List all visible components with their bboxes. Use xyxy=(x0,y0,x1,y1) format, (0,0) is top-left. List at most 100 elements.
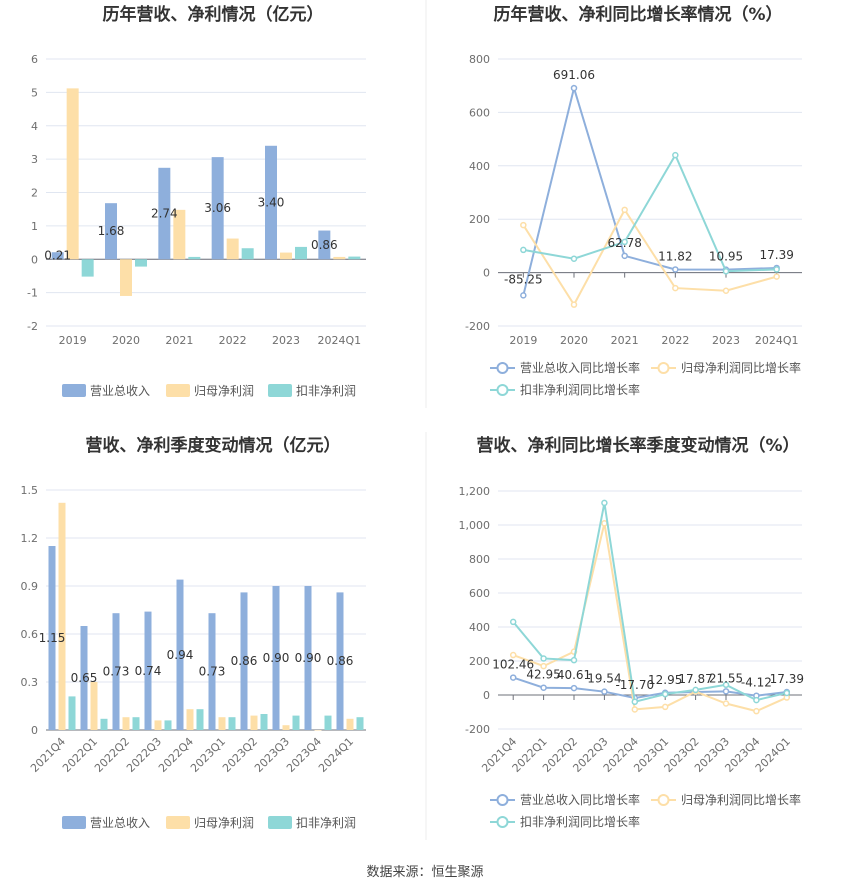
legend-marker xyxy=(496,794,509,806)
bar-deducted-profit xyxy=(348,256,361,260)
bar-revenue xyxy=(211,157,224,260)
y-tick-label: 1.5 xyxy=(21,484,39,497)
x-tick-label: 2021 xyxy=(165,334,193,347)
data-point xyxy=(601,499,608,507)
legend-label: 营业总收入 xyxy=(90,384,150,398)
data-point xyxy=(520,221,527,229)
legend-marker xyxy=(496,384,509,396)
data-point xyxy=(753,707,760,715)
bar-revenue xyxy=(240,592,248,730)
data-label: 11.82 xyxy=(658,249,692,263)
bar-deducted-profit xyxy=(81,259,94,277)
data-point xyxy=(722,287,730,295)
data-label: 19.54 xyxy=(587,672,621,686)
data-point xyxy=(722,268,730,275)
y-tick-label: 400 xyxy=(469,621,490,634)
x-tick-label: 2024Q1 xyxy=(316,735,356,775)
series-line-deducted-profit-growth xyxy=(523,152,777,273)
legend-label: 归母净利润 xyxy=(194,816,254,830)
legend-swatch xyxy=(62,816,86,829)
bar-deducted-profit xyxy=(324,715,332,730)
bar-deducted-profit xyxy=(241,248,254,260)
legend-marker xyxy=(657,794,670,806)
data-label: 1.68 xyxy=(98,224,125,238)
bar-revenue xyxy=(272,586,280,730)
data-label: 0.86 xyxy=(231,654,258,668)
data-label: 21.55 xyxy=(709,671,743,685)
data-point xyxy=(672,284,679,292)
series-line-revenue-growth xyxy=(522,84,777,296)
legend-label: 归母净利润同比增长率 xyxy=(681,360,801,375)
y-tick-label: 0.6 xyxy=(21,628,39,641)
data-point xyxy=(773,273,780,280)
data-point xyxy=(570,84,578,92)
data-label: 62.78 xyxy=(607,236,641,250)
annual-revenue-profit-bar-chart: 历年营收、净利情况（亿元） 6 5 4 3 2 1 0 -1 -2 2019 2020 2021 2022… xyxy=(27,4,366,398)
bar-revenue xyxy=(304,586,312,730)
quarterly-revenue-profit-bar-chart: 营收、净利季度变动情况（亿元）1.51.20.90.60.302021Q4202… xyxy=(21,435,366,830)
data-label: 0.65 xyxy=(71,671,98,685)
data-label: 10.95 xyxy=(709,250,743,264)
data-point xyxy=(661,703,669,711)
data-label: 0.74 xyxy=(135,664,162,678)
bar-deducted-profit xyxy=(135,259,147,267)
legend-marker xyxy=(657,362,670,374)
data-point xyxy=(621,206,628,214)
y-tick-label: 600 xyxy=(469,106,490,119)
y-tick-label: 200 xyxy=(469,213,490,226)
data-label: 42.95 xyxy=(526,668,560,682)
legend-label: 营业总收入同比增长率 xyxy=(520,792,640,807)
bar-net-profit xyxy=(346,718,354,730)
bar-revenue xyxy=(112,613,120,730)
data-label: 691.06 xyxy=(553,68,595,82)
bar-revenue xyxy=(208,613,216,730)
y-tick-label: 1,200 xyxy=(459,485,491,498)
bar-deducted-profit xyxy=(228,717,236,730)
data-label: 0.86 xyxy=(327,654,354,668)
y-tick-label: 4 xyxy=(31,120,38,133)
y-tick-label: 400 xyxy=(469,160,490,173)
legend-label: 营业总收入同比增长率 xyxy=(520,360,640,375)
data-label: 0.90 xyxy=(263,651,290,665)
bar-revenue xyxy=(48,546,56,730)
bar-deducted-profit xyxy=(164,720,172,730)
data-point xyxy=(631,698,639,706)
data-point xyxy=(722,688,730,695)
series-line-deducted-profit-growth xyxy=(512,502,788,704)
x-tick-label: 2020 xyxy=(112,334,140,347)
data-point xyxy=(570,656,578,664)
data-source-note: 数据来源：恒生聚源 xyxy=(366,865,483,880)
x-tick-label: 2023 xyxy=(712,334,740,347)
data-point xyxy=(661,690,669,698)
bar-deducted-profit xyxy=(188,256,201,260)
series-line-net-profit-growth xyxy=(522,207,777,307)
y-tick-label: 800 xyxy=(469,53,490,66)
data-label: 1.15 xyxy=(39,631,66,645)
data-point xyxy=(540,655,547,662)
legend-swatch xyxy=(166,816,190,829)
y-tick-label: 600 xyxy=(469,587,490,600)
y-tick-label: 1.2 xyxy=(21,532,39,545)
legend-label: 归母净利润同比增长率 xyxy=(681,792,801,807)
data-label: 17.39 xyxy=(770,672,804,686)
bar-net-profit xyxy=(186,709,194,730)
bar-revenue xyxy=(158,167,171,260)
y-tick-label: -200 xyxy=(465,320,490,333)
x-tick-label: 2023 xyxy=(272,334,300,347)
data-label: -17.70 xyxy=(615,678,654,692)
bar-revenue xyxy=(336,592,344,730)
data-label: 17.87 xyxy=(678,672,712,686)
legend-marker xyxy=(496,816,509,828)
bar-revenue xyxy=(176,579,184,730)
y-tick-label: -1 xyxy=(27,287,38,300)
y-tick-label: -2 xyxy=(27,320,38,333)
bar-revenue xyxy=(318,230,331,260)
bar-revenue xyxy=(144,611,152,730)
x-tick-label: 2020 xyxy=(560,334,588,347)
data-point xyxy=(783,689,791,697)
bar-net-profit xyxy=(120,259,132,296)
bar-net-profit xyxy=(282,725,290,730)
bar-revenue xyxy=(80,626,88,730)
data-label: -85.25 xyxy=(504,272,543,286)
data-point xyxy=(540,684,547,691)
